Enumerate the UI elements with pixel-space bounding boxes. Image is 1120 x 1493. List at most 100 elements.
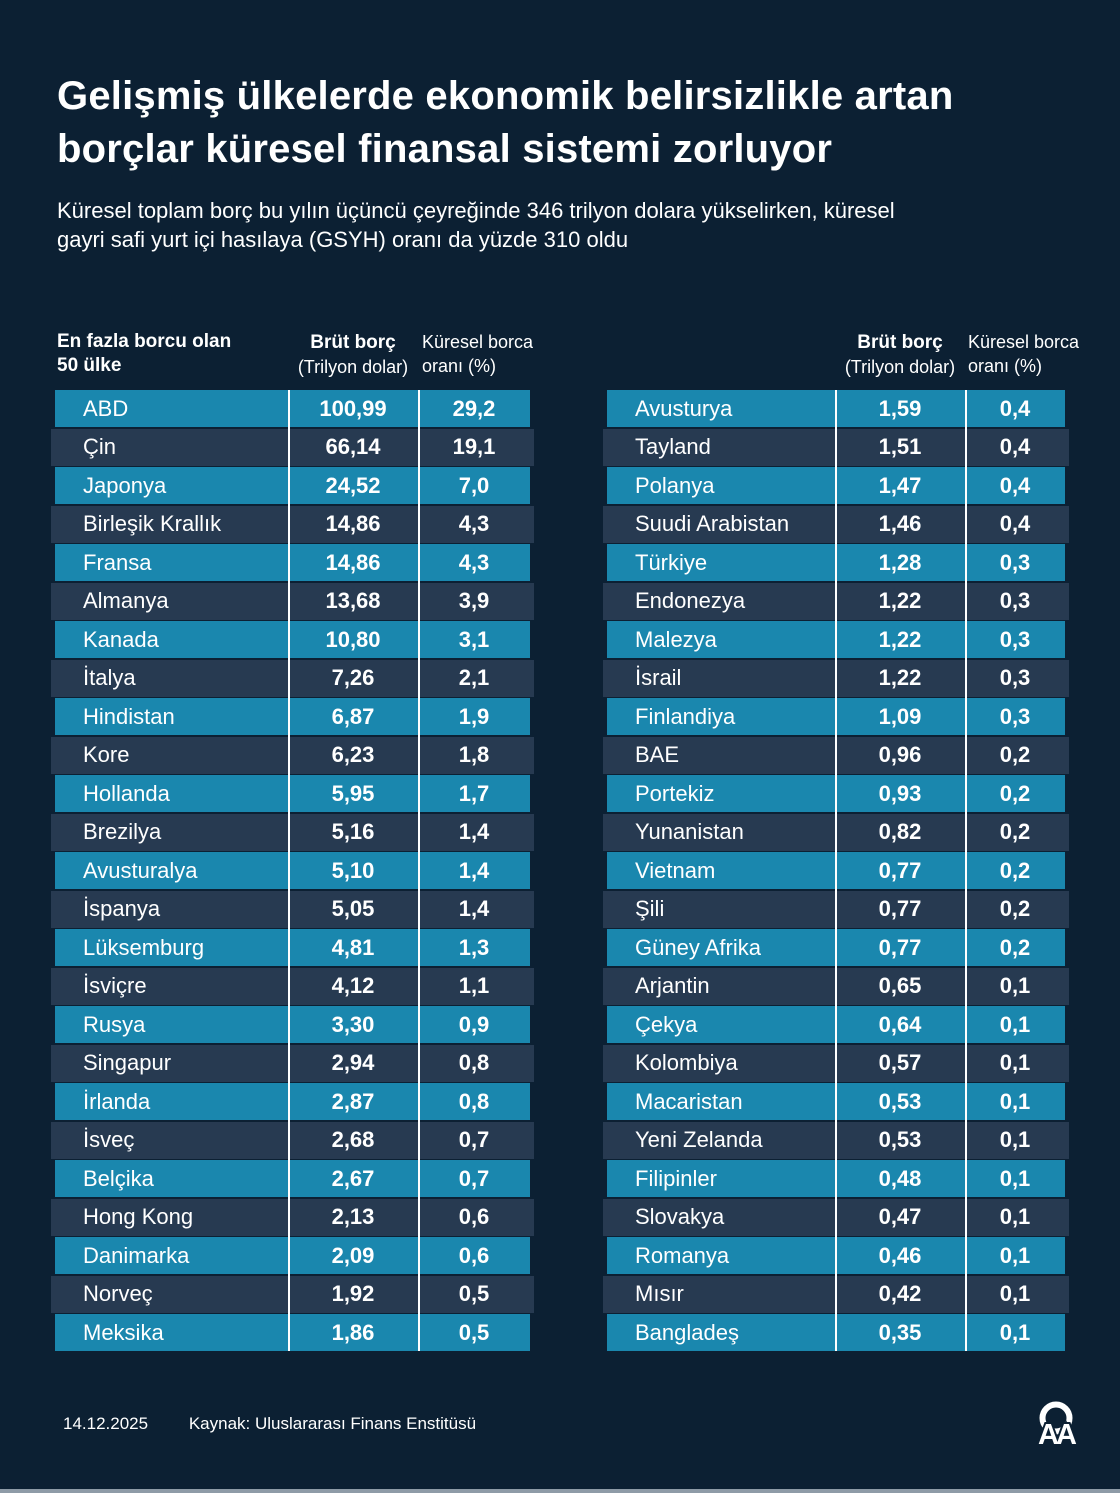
share-cell: 0,4 [999, 511, 1031, 536]
gross-debt-label: Brüt borç [857, 332, 943, 353]
aa-agency-logo: AA [1036, 1401, 1078, 1448]
country-cell: Rusya [83, 1011, 146, 1037]
debt-cell: 24,52 [325, 472, 381, 498]
country-cell: Finlandiya [635, 703, 736, 729]
bottom-strip [0, 1489, 1120, 1493]
share-cell: 3,1 [458, 626, 490, 652]
debt-cell: 0,77 [878, 857, 922, 883]
debt-cell: 10,80 [325, 626, 381, 652]
col-header-gross-debt-right: Brüt borç (Trilyon dolar) [835, 330, 965, 379]
table-row: Hollanda 5,95 1,7 [55, 775, 530, 812]
share-cell: 1,7 [458, 780, 490, 806]
country-cell: Yunanistan [635, 819, 744, 844]
country-cell: Şili [635, 896, 665, 921]
table-row: ABD 100,99 29,2 [55, 390, 530, 427]
share-cell: 0,4 [999, 395, 1031, 421]
country-cell: Arjantin [635, 973, 710, 998]
table-row: Kore 6,23 1,8 [55, 736, 530, 774]
country-cell: Norveç [83, 1281, 153, 1306]
debt-cell: 2,67 [331, 1165, 375, 1191]
share-cell: 0,4 [999, 434, 1031, 459]
table-row: Kanada 10,80 3,1 [55, 621, 530, 658]
debt-cell: 5,95 [331, 780, 375, 806]
debt-cell: 5,16 [331, 819, 375, 844]
share-cell: 0,6 [458, 1204, 490, 1229]
debt-cell: 1,86 [331, 1319, 375, 1345]
debt-cell: 0,57 [878, 1050, 922, 1075]
col-header-global-share-left: Küresel borca oranı (%) [422, 332, 534, 376]
share-cell: 1,4 [458, 896, 490, 921]
debt-cell: 2,13 [331, 1204, 375, 1229]
debt-cell: 6,23 [331, 742, 375, 767]
share-cell: 0,1 [999, 1050, 1031, 1075]
country-cell: Meksika [83, 1319, 164, 1345]
share-cell: 0,7 [458, 1165, 490, 1191]
debt-cell: 3,30 [331, 1011, 375, 1037]
subtitle: Küresel toplam borç bu yılın üçüncü çeyr… [57, 198, 895, 252]
debt-cell: 1,28 [878, 549, 922, 575]
share-cell: 29,2 [452, 395, 496, 421]
table-row: Meksika 1,86 0,5 [55, 1314, 530, 1351]
country-cell: Fransa [83, 549, 152, 575]
debt-cell: 13,68 [325, 588, 381, 613]
footer: 14.12.2025 Kaynak: Uluslararası Finans E… [63, 1414, 476, 1434]
share-cell: 4,3 [458, 511, 490, 536]
debt-cell: 1,22 [878, 626, 922, 652]
table-row: İsviçre 4,12 1,1 [55, 967, 530, 1005]
share-cell: 0,1 [999, 1011, 1031, 1037]
country-cell: Suudi Arabistan [635, 511, 790, 536]
debt-cell: 0,53 [878, 1088, 922, 1114]
column-divider [965, 390, 967, 1351]
country-cell: Endonezya [635, 588, 746, 613]
debt-cell: 66,14 [325, 434, 381, 459]
debt-cell: 2,87 [331, 1088, 375, 1114]
share-cell: 4,3 [458, 549, 490, 575]
gross-debt-unit: (Trilyon dolar) [844, 357, 956, 377]
country-cell: Polanya [635, 472, 715, 498]
table-row: Lüksemburg 4,81 1,3 [55, 929, 530, 966]
debt-table-right: Avusturya 1,59 0,4 Tayland 1,51 0,4 Polanya 1,4… [607, 390, 1065, 1353]
debt-cell: 2,09 [331, 1242, 375, 1268]
country-cell: ABD [83, 395, 129, 421]
share-cell: 1,3 [458, 934, 490, 960]
share-cell: 0,3 [999, 703, 1031, 729]
source-credit: Kaynak: Uluslararası Finans Enstitüsü [188, 1414, 477, 1433]
table-row: Brezilya 5,16 1,4 [55, 813, 530, 851]
share-cell: 0,1 [999, 1127, 1031, 1152]
country-cell: Kore [83, 742, 130, 767]
share-cell: 0,1 [999, 1088, 1031, 1114]
country-cell: Portekiz [635, 780, 715, 806]
svg-text:AA: AA [1038, 1419, 1077, 1448]
table-row: Almanya 13,68 3,9 [55, 582, 530, 620]
col-header-gross-debt-left: Brüt borç (Trilyon dolar) [288, 330, 418, 379]
column-divider [288, 390, 290, 1351]
table-row: Rusya 3,30 0,9 [55, 1006, 530, 1043]
debt-cell: 14,86 [325, 549, 381, 575]
share-cell: 1,8 [458, 742, 490, 767]
country-cell: Lüksemburg [83, 934, 205, 960]
country-cell: Hollanda [83, 780, 170, 806]
table-row: Belçika 2,67 0,7 [55, 1160, 530, 1197]
debt-cell: 14,86 [325, 511, 381, 536]
debt-cell: 1,22 [878, 665, 922, 690]
country-cell: Hindistan [83, 703, 175, 729]
debt-cell: 4,12 [331, 973, 375, 998]
share-cell: 3,9 [458, 588, 490, 613]
country-cell: Slovakya [635, 1204, 725, 1229]
share-cell: 0,6 [458, 1242, 490, 1268]
country-cell: Türkiye [635, 549, 708, 575]
table-row: Singapur 2,94 0,8 [55, 1044, 530, 1082]
share-cell: 0,3 [999, 588, 1031, 613]
debt-cell: 0,82 [878, 819, 922, 844]
table-row: Japonya 24,52 7,0 [55, 467, 530, 504]
country-cell: Almanya [83, 588, 169, 613]
country-cell: İsviçre [83, 973, 147, 998]
gross-debt-unit: (Trilyon dolar) [297, 357, 409, 377]
column-divider [418, 390, 420, 1351]
share-cell: 19,1 [452, 434, 496, 459]
country-cell: Kolombiya [635, 1050, 738, 1075]
debt-cell: 0,64 [878, 1011, 922, 1037]
country-cell: Danimarka [83, 1242, 190, 1268]
share-cell: 1,4 [458, 819, 490, 844]
share-cell: 0,2 [999, 896, 1031, 921]
